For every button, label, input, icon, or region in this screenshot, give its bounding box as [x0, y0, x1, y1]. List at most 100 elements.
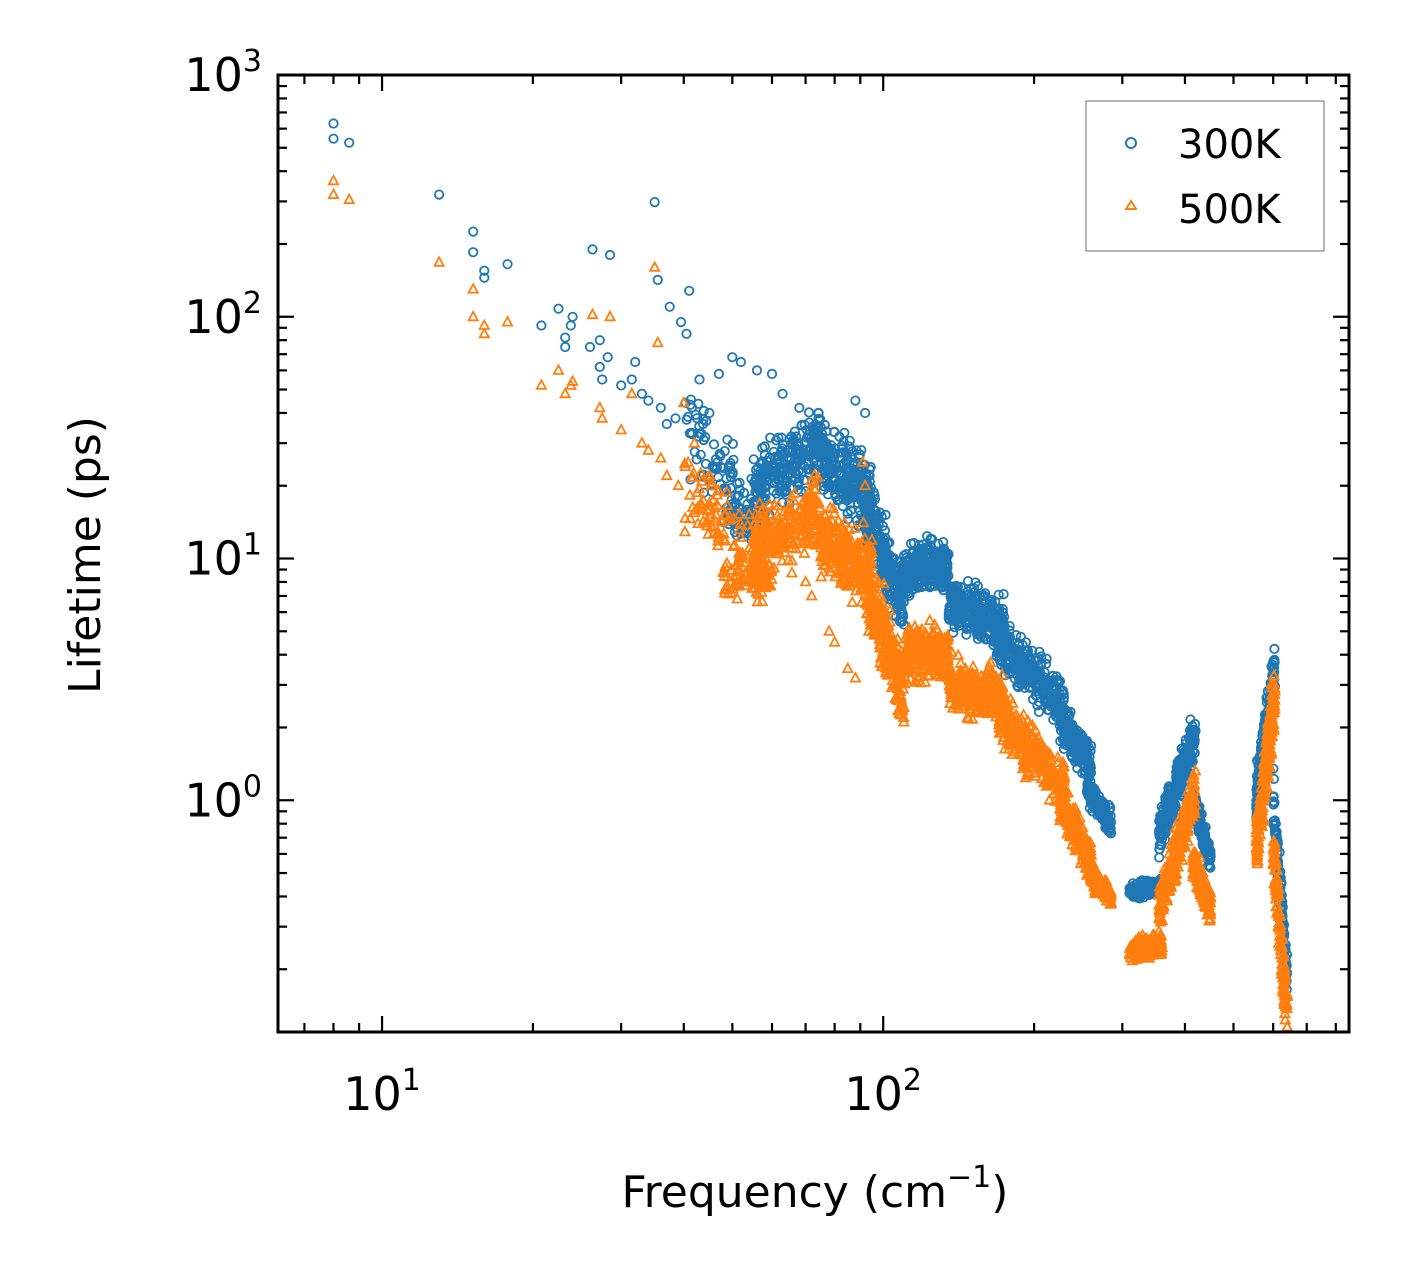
point-500k [432, 255, 446, 267]
point-300k [862, 492, 873, 503]
point-500k [635, 436, 649, 448]
point-300k [751, 365, 763, 376]
point-300k [879, 560, 891, 571]
point-300k [792, 477, 803, 489]
point-300k [769, 471, 780, 482]
point-300k [885, 591, 896, 602]
point-300k [957, 596, 968, 607]
point-300k [801, 450, 813, 461]
point-300k [980, 588, 991, 599]
point-300k [738, 487, 750, 498]
point-300k [828, 426, 840, 438]
point-300k [725, 467, 736, 479]
point-500k [501, 315, 514, 327]
point-300k [859, 407, 871, 419]
point-300k [949, 622, 960, 633]
point-300k [756, 488, 767, 499]
point-300k [998, 588, 1009, 600]
point-300k [863, 510, 874, 521]
point-300k [698, 434, 709, 446]
point-300k [962, 575, 974, 587]
point-300k [884, 549, 895, 561]
point-300k [468, 226, 479, 237]
point-300k [691, 454, 702, 465]
point-300k [908, 537, 920, 549]
point-300k [768, 446, 779, 457]
point-500k [467, 282, 480, 294]
point-300k [984, 614, 995, 625]
point-300k [698, 405, 709, 416]
point-300k [822, 489, 834, 500]
point-500k [327, 173, 340, 186]
point-500k [625, 386, 638, 399]
point-300k [973, 605, 984, 616]
point-500k [559, 386, 572, 399]
point-500k [593, 400, 606, 413]
point-300k [915, 543, 926, 555]
point-300k [502, 259, 513, 270]
point-300k [831, 459, 842, 471]
point-300k [817, 432, 828, 443]
point-300k [565, 320, 576, 331]
point-300k [819, 419, 830, 431]
point-500k [660, 468, 673, 481]
point-500k [683, 488, 697, 500]
point-500k [586, 307, 599, 320]
point-300k [906, 575, 917, 586]
point-300k [962, 623, 974, 634]
point-300k [560, 341, 571, 353]
point-300k [827, 450, 838, 461]
point-300k [694, 374, 705, 385]
point-500k [828, 635, 841, 647]
point-300k [790, 461, 801, 472]
point-300k [941, 552, 953, 563]
point-300k [840, 483, 851, 494]
point-300k [974, 590, 986, 602]
point-300k [433, 189, 445, 200]
point-300k [479, 265, 490, 276]
point-300k [883, 589, 895, 601]
point-300k [670, 413, 681, 424]
point-300k [949, 616, 960, 627]
point-300k [936, 567, 948, 579]
point-300k [636, 388, 648, 399]
point-300k [786, 454, 797, 465]
point-300k [930, 566, 942, 577]
point-300k [713, 368, 725, 379]
point-300k [553, 303, 564, 314]
point-300k [899, 566, 911, 577]
point-300k [602, 352, 613, 363]
point-300k [838, 493, 849, 505]
point-300k [868, 487, 879, 498]
point-300k [715, 450, 726, 461]
point-300k [686, 429, 698, 440]
point-300k [567, 311, 578, 322]
point-300k [752, 488, 763, 499]
point-300k [916, 553, 927, 564]
point-300k [907, 584, 918, 596]
point-300k [682, 411, 694, 422]
point-300k [771, 488, 782, 499]
point-300k [758, 467, 769, 478]
point-300k [902, 563, 913, 574]
point-300k [616, 380, 627, 391]
point-300k [980, 633, 992, 644]
point-300k [803, 429, 814, 440]
point-500k [849, 671, 862, 683]
point-300k [685, 399, 696, 410]
point-300k [727, 352, 738, 363]
point-300k [328, 133, 339, 144]
point-300k [754, 494, 765, 505]
point-300k [848, 457, 859, 469]
point-300k [655, 402, 666, 413]
point-300k [881, 558, 893, 570]
point-300k [766, 368, 778, 379]
point-300k [479, 272, 490, 283]
point-300k [810, 419, 821, 430]
point-500k [478, 326, 491, 339]
point-300k [894, 585, 905, 597]
point-300k [934, 546, 945, 557]
point-300k [536, 320, 547, 331]
point-300k [684, 285, 695, 296]
